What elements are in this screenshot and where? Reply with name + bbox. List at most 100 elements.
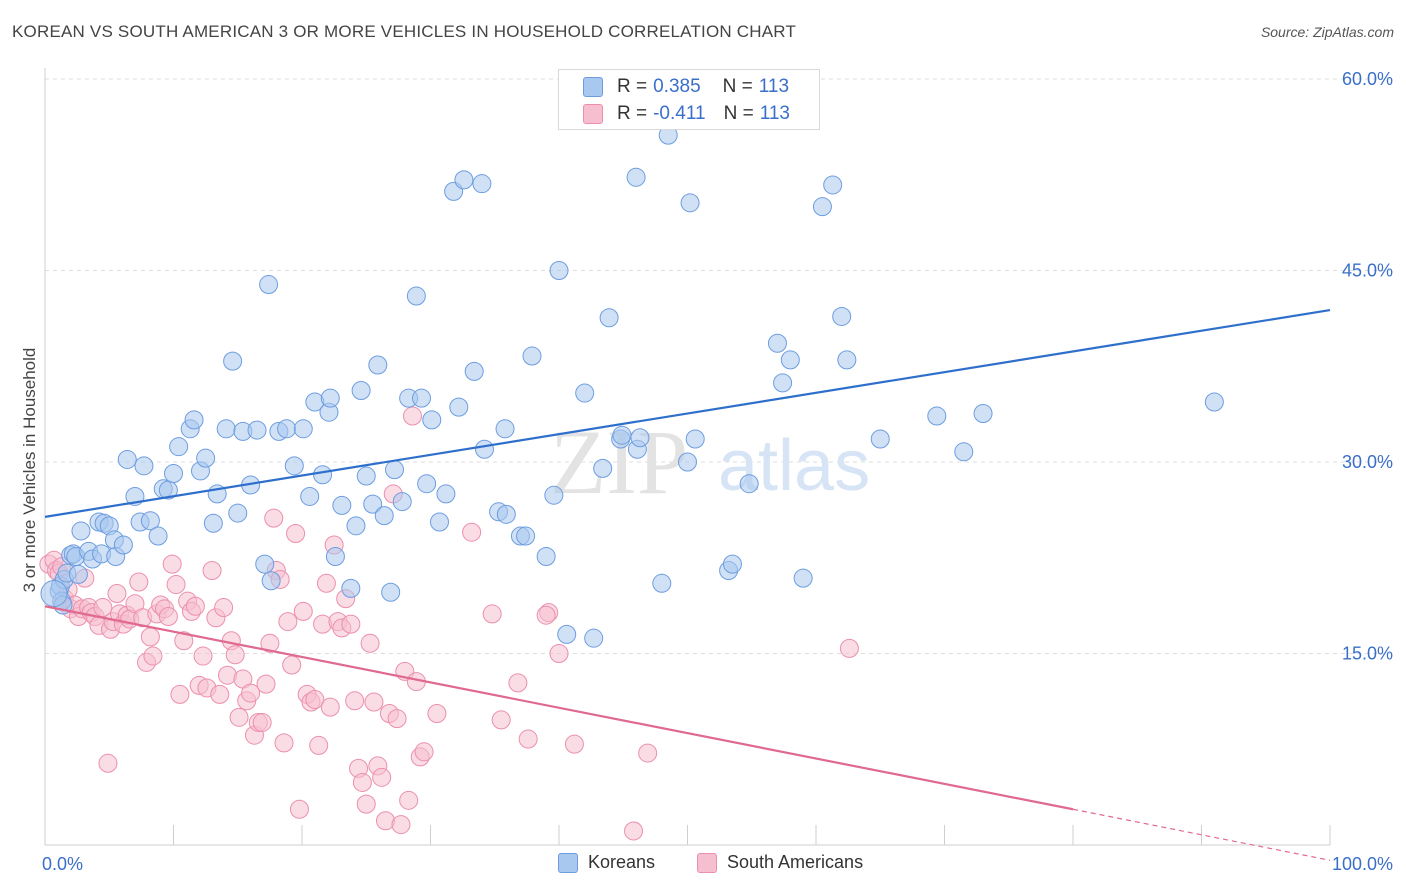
koreans-point [464, 361, 484, 381]
koreans-point [412, 388, 432, 408]
south-americans-point [387, 709, 407, 729]
south-americans-point [491, 710, 511, 730]
koreans-point [870, 429, 890, 449]
koreans-point [325, 546, 345, 566]
y-axis-label: 3 or more Vehicles in Household [20, 347, 39, 593]
koreans-point [406, 286, 426, 306]
koreans-point [341, 578, 361, 598]
south-americans-point [345, 691, 365, 711]
koreans-point [216, 419, 236, 439]
south-americans-trend-line [44, 605, 1074, 811]
trend-lines [44, 308, 1331, 861]
south-americans-point [427, 704, 447, 724]
south-americans-point [170, 684, 190, 704]
south-americans-point [158, 606, 178, 626]
south-americans-point [210, 684, 230, 704]
koreans-point [368, 355, 388, 375]
y-tick-label: 30.0% [1342, 452, 1393, 472]
chart-title: KOREAN VS SOUTH AMERICAN 3 OR MORE VEHIC… [12, 22, 797, 41]
r-label: R = [617, 103, 648, 124]
koreans-point [363, 494, 383, 514]
koreans-point [685, 429, 705, 449]
south-americans-point [225, 645, 245, 665]
koreans-point [71, 521, 91, 541]
koreans-point [436, 484, 456, 504]
koreans-point [392, 492, 412, 512]
south-americans-point [93, 598, 113, 618]
south-americans-point [462, 522, 482, 542]
south-americans-point [518, 729, 538, 749]
koreans-point [773, 373, 793, 393]
koreans-point [351, 381, 371, 401]
south-americans-points [39, 406, 859, 841]
r-value: -0.411 [653, 103, 706, 124]
south-americans-point [356, 794, 376, 814]
x-tick-label-max: 100.0% [1332, 854, 1393, 874]
south-americans-point [414, 742, 434, 762]
south-americans-point [202, 561, 222, 581]
koreans-point [793, 568, 813, 588]
koreans-point [356, 466, 376, 486]
koreans-point [422, 410, 442, 430]
y-tick-label: 60.0% [1342, 69, 1393, 89]
legend-item-koreans[interactable]: Koreans [558, 852, 655, 873]
koreans-point [203, 513, 223, 533]
koreans-point [472, 174, 492, 194]
south-americans-point [399, 790, 419, 810]
n-label: N = [722, 76, 753, 97]
koreans-trend-line [44, 308, 1331, 518]
n-value: 113 [759, 103, 790, 124]
axes [44, 68, 1331, 846]
south-americans-legend-swatch [697, 852, 717, 873]
koreans-point [823, 175, 843, 195]
grid [45, 78, 1390, 654]
koreans-legend-swatch [558, 852, 578, 873]
south-americans-point [403, 406, 423, 426]
koreans-point [140, 511, 160, 531]
koreans-legend-label: Koreans [588, 852, 656, 872]
koreans-point [812, 197, 832, 217]
koreans-point [496, 504, 516, 524]
source-label: Source: ZipAtlas.com [1260, 24, 1394, 40]
south-americans-point [241, 683, 261, 703]
koreans-point [332, 495, 352, 515]
x-tick-label-min: 0.0% [42, 854, 83, 874]
south-americans-point [638, 743, 658, 763]
koreans-point [557, 624, 577, 644]
koreans-point [293, 419, 313, 439]
south-americans-point [536, 605, 556, 625]
south-americans-point [260, 633, 280, 653]
south-americans-point [214, 598, 234, 618]
south-americans-point [839, 638, 859, 658]
koreans-point [300, 486, 320, 506]
south-americans-point [289, 799, 309, 819]
koreans-point [113, 535, 133, 555]
koreans-swatch [583, 77, 603, 97]
n-value: 113 [758, 76, 790, 97]
koreans-point [612, 425, 632, 445]
koreans-point [449, 397, 469, 417]
koreans-point [381, 582, 401, 602]
south-americans-trend-extension [1072, 808, 1331, 861]
y-tick-label: 15.0% [1342, 644, 1393, 664]
koreans-point [255, 554, 275, 574]
stats-legend: R = 0.385 N = 113 R = -0.411 N = 113 [558, 69, 820, 130]
south-americans-point [252, 712, 272, 732]
south-americans-point [391, 815, 411, 835]
koreans-point [454, 170, 474, 190]
koreans-point [284, 456, 304, 476]
koreans-point [767, 333, 787, 353]
south-americans-point [174, 631, 194, 651]
koreans-point [223, 351, 243, 371]
south-americans-point [508, 673, 528, 693]
koreans-point [522, 346, 542, 366]
legend-item-south-americans[interactable]: South Americans [697, 852, 863, 873]
koreans-point [148, 526, 168, 546]
r-value: 0.385 [653, 76, 701, 97]
koreans-point [832, 306, 852, 326]
koreans-point [739, 474, 759, 494]
koreans-point [277, 419, 297, 439]
koreans-point [169, 437, 189, 457]
south-americans-point [185, 596, 205, 616]
